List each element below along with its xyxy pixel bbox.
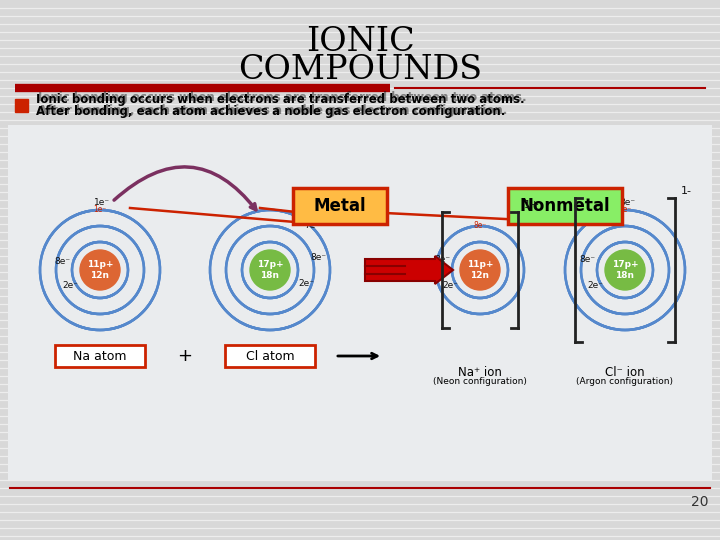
Text: Nonmetal: Nonmetal — [520, 197, 611, 215]
Text: Na⁺ ion: Na⁺ ion — [458, 366, 502, 379]
FancyBboxPatch shape — [508, 188, 622, 224]
FancyBboxPatch shape — [293, 188, 387, 224]
Text: (Argon configuration): (Argon configuration) — [577, 377, 673, 387]
Circle shape — [605, 250, 645, 290]
Bar — [225, 345, 315, 367]
Text: Ionic bonding occurs when electrons are transferred between two atoms.: Ionic bonding occurs when electrons are … — [36, 92, 525, 105]
Text: Na atom: Na atom — [73, 349, 127, 362]
Text: 1e⁻: 1e⁻ — [94, 206, 107, 214]
Text: After bonding, each atom achieves a noble gas electron configuration.: After bonding, each atom achieves a nobl… — [37, 104, 507, 117]
Text: 8e⁻: 8e⁻ — [618, 206, 631, 214]
Text: 1+: 1+ — [524, 200, 541, 210]
Text: Ionic bonding occurs when electrons are transferred between two atoms.: Ionic bonding occurs when electrons are … — [37, 91, 526, 104]
Text: +: + — [178, 347, 192, 365]
Text: 7e⁻: 7e⁻ — [304, 221, 320, 230]
Text: COMPOUNDS: COMPOUNDS — [238, 54, 482, 86]
Circle shape — [460, 250, 500, 290]
Text: 1e⁻: 1e⁻ — [94, 198, 110, 207]
Bar — [55, 345, 145, 367]
Bar — [15, 99, 28, 112]
Text: 8e⁻: 8e⁻ — [54, 257, 70, 266]
Bar — [8, 125, 712, 480]
Text: 8e⁻: 8e⁻ — [473, 221, 487, 231]
Text: 8e⁻: 8e⁻ — [434, 255, 450, 264]
Text: 2e⁻: 2e⁻ — [62, 281, 78, 290]
Text: Cl⁻ ion: Cl⁻ ion — [606, 366, 645, 379]
Text: 1-: 1- — [681, 186, 692, 196]
Text: Cl atom: Cl atom — [246, 349, 294, 362]
Text: 2e⁻: 2e⁻ — [298, 279, 314, 288]
Text: 2e⁻: 2e⁻ — [587, 281, 603, 290]
Text: 17p+
18n: 17p+ 18n — [257, 260, 283, 280]
Text: 20: 20 — [691, 495, 708, 509]
Text: (Neon configuration): (Neon configuration) — [433, 377, 527, 387]
Circle shape — [250, 250, 290, 290]
Text: 11p+
12n: 11p+ 12n — [86, 260, 113, 280]
Text: 17p+
18n: 17p+ 18n — [612, 260, 639, 280]
Text: 8e⁻: 8e⁻ — [310, 253, 326, 262]
FancyArrow shape — [365, 256, 453, 284]
Text: Metal: Metal — [314, 197, 366, 215]
Circle shape — [80, 250, 120, 290]
Text: After bonding, each atom achieves a noble gas electron configuration.: After bonding, each atom achieves a nobl… — [36, 105, 505, 118]
Text: 8e⁻: 8e⁻ — [579, 255, 595, 264]
Text: 2e⁻: 2e⁻ — [442, 281, 458, 290]
Text: 11p+
12n: 11p+ 12n — [467, 260, 493, 280]
Text: IONIC: IONIC — [306, 26, 414, 58]
Text: 8e⁻: 8e⁻ — [619, 198, 635, 207]
